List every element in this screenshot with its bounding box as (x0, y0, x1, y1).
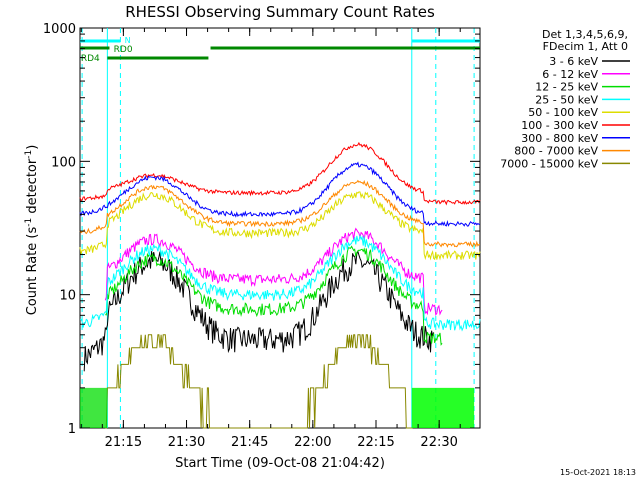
legend-label-7: 300 - 800 keV (521, 132, 598, 145)
series-lines (79, 141, 481, 429)
series-line-3 (105, 245, 443, 346)
legend-label-8: 800 - 7000 keV (514, 145, 598, 158)
x-tick-label-5: 22:30 (420, 435, 457, 450)
y-tick-label-3: 1000 (43, 22, 76, 37)
series-line-4 (79, 234, 481, 332)
x-tick-label-0: 21:15 (105, 435, 142, 450)
series-line-5 (79, 191, 481, 261)
x-tick-label-4: 22:15 (357, 435, 394, 450)
series-line-9 (105, 334, 413, 429)
flag-rd4-label: RD4 (81, 54, 100, 64)
y-axis-label: Count Rate (s-1 detector-1) (24, 145, 40, 316)
x-axis-label: Start Time (09-Oct-08 21:04:42) (175, 456, 385, 471)
series-burst-left (80, 387, 108, 428)
y-tick-label-0: 1 (68, 422, 76, 437)
flag-rd0-label: RD0 (114, 45, 133, 55)
series-line-2 (104, 227, 443, 316)
legend: Det 1,3,4,5,6,9,FDecim 1, Att 0 3 - 6 keV… (500, 28, 630, 170)
y-tick-label-1: 10 (59, 289, 76, 304)
legend-label-6: 100 - 300 keV (521, 119, 598, 132)
legend-label-3: 12 - 25 keV (535, 81, 598, 94)
legend-header-1: FDecim 1, Att 0 (543, 40, 628, 53)
y-tick-label-2: 100 (51, 155, 76, 170)
footer-timestamp: 15-Oct-2021 18:13 (560, 468, 636, 477)
legend-label-9: 7000 - 15000 keV (500, 157, 598, 170)
series-line-1 (83, 249, 435, 372)
x-tick-label-2: 21:45 (231, 435, 268, 450)
legend-label-4: 25 - 50 keV (535, 93, 598, 106)
axis-ticks: 1 10 100 1000 21:15 21:30 21:45 22:00 22:15 22:30 (43, 22, 480, 450)
legend-label-2: 6 - 12 keV (542, 68, 598, 81)
chart-title: RHESSI Observing Summary Count Rates (125, 3, 435, 21)
legend-header-0: Det 1,3,4,5,6,9, (542, 28, 628, 41)
series-line-8 (79, 179, 480, 248)
legend-label-5: 50 - 100 keV (528, 106, 598, 119)
series-line-6 (79, 141, 481, 206)
x-tick-label-3: 22:00 (294, 435, 331, 450)
series-line-7 (79, 161, 481, 227)
flag-n-label: N (125, 36, 131, 45)
x-tick-label-1: 21:30 (168, 435, 205, 450)
series-burst-right (411, 387, 475, 428)
legend-label-1: 3 - 6 keV (549, 55, 598, 68)
